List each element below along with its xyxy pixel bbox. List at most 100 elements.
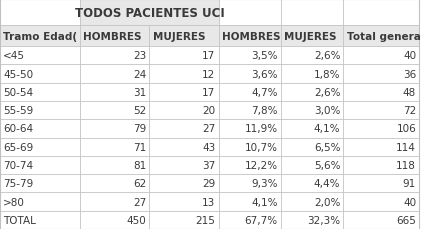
Text: 29: 29 <box>202 179 215 188</box>
Bar <box>0 174 80 193</box>
Text: 4,1%: 4,1% <box>252 197 278 207</box>
Text: 3,5%: 3,5% <box>252 51 278 61</box>
Bar <box>343 156 419 174</box>
Text: 27: 27 <box>202 124 215 134</box>
Text: 72: 72 <box>403 106 416 116</box>
Text: 114: 114 <box>396 142 416 152</box>
Text: 3,6%: 3,6% <box>252 69 278 79</box>
Bar <box>219 156 281 174</box>
Text: 71: 71 <box>133 142 146 152</box>
Bar <box>343 83 419 102</box>
Text: 5,6%: 5,6% <box>314 160 340 170</box>
Bar <box>0 26 80 47</box>
Text: HOMBRES: HOMBRES <box>83 32 142 42</box>
Text: 67,7%: 67,7% <box>245 215 278 225</box>
Bar <box>80 156 149 174</box>
Bar <box>343 138 419 156</box>
Bar <box>219 193 281 211</box>
Bar <box>219 102 281 120</box>
Text: TODOS PACIENTES UCI: TODOS PACIENTES UCI <box>74 7 224 20</box>
Text: 6,5%: 6,5% <box>314 142 340 152</box>
Text: 7,8%: 7,8% <box>252 106 278 116</box>
Text: 13: 13 <box>202 197 215 207</box>
Bar <box>281 211 343 229</box>
Text: 4,1%: 4,1% <box>314 124 340 134</box>
Text: 23: 23 <box>133 51 146 61</box>
Text: 81: 81 <box>133 160 146 170</box>
Bar <box>219 0 281 26</box>
Bar <box>0 156 80 174</box>
Bar <box>281 193 343 211</box>
Bar <box>343 120 419 138</box>
Text: 11,9%: 11,9% <box>245 124 278 134</box>
Text: MUJERES: MUJERES <box>284 32 337 42</box>
Text: 32,3%: 32,3% <box>307 215 340 225</box>
Text: 91: 91 <box>403 179 416 188</box>
Text: 40: 40 <box>403 51 416 61</box>
Bar <box>343 211 419 229</box>
Text: 665: 665 <box>396 215 416 225</box>
Text: <45: <45 <box>3 51 25 61</box>
Bar <box>149 211 219 229</box>
Bar <box>80 174 149 193</box>
Bar <box>80 0 219 26</box>
Bar <box>149 174 219 193</box>
Bar <box>80 138 149 156</box>
Bar <box>0 47 80 65</box>
Text: 9,3%: 9,3% <box>252 179 278 188</box>
Text: 79: 79 <box>133 124 146 134</box>
Bar <box>219 211 281 229</box>
Text: Total genera: Total genera <box>347 32 421 42</box>
Text: 24: 24 <box>133 69 146 79</box>
Text: 52: 52 <box>133 106 146 116</box>
Bar <box>0 193 80 211</box>
Bar <box>80 83 149 102</box>
Text: 36: 36 <box>403 69 416 79</box>
Bar <box>149 120 219 138</box>
Text: 2,6%: 2,6% <box>314 87 340 97</box>
Bar <box>80 193 149 211</box>
Text: Tramo Edad(: Tramo Edad( <box>3 32 77 42</box>
Bar <box>281 102 343 120</box>
Text: MUJERES: MUJERES <box>153 32 205 42</box>
Bar <box>219 47 281 65</box>
Bar <box>343 47 419 65</box>
Text: 62: 62 <box>133 179 146 188</box>
Text: 75-79: 75-79 <box>3 179 33 188</box>
Text: TOTAL: TOTAL <box>3 215 36 225</box>
Bar <box>281 26 343 47</box>
Text: 48: 48 <box>403 87 416 97</box>
Bar <box>0 65 80 83</box>
Text: 20: 20 <box>202 106 215 116</box>
Bar <box>281 174 343 193</box>
Text: 50-54: 50-54 <box>3 87 33 97</box>
Text: 12: 12 <box>202 69 215 79</box>
Text: 31: 31 <box>133 87 146 97</box>
Bar <box>343 174 419 193</box>
Bar <box>343 193 419 211</box>
Bar <box>281 65 343 83</box>
Bar <box>149 193 219 211</box>
Text: >80: >80 <box>3 197 25 207</box>
Text: 27: 27 <box>133 197 146 207</box>
Bar <box>80 26 149 47</box>
Bar <box>0 211 80 229</box>
Bar <box>281 0 343 26</box>
Bar <box>149 156 219 174</box>
Bar <box>219 120 281 138</box>
Bar <box>149 138 219 156</box>
Text: 65-69: 65-69 <box>3 142 33 152</box>
Bar <box>281 83 343 102</box>
Bar <box>149 65 219 83</box>
Text: 17: 17 <box>202 51 215 61</box>
Text: 12,2%: 12,2% <box>245 160 278 170</box>
Bar <box>219 65 281 83</box>
Bar <box>0 83 80 102</box>
Bar <box>281 120 343 138</box>
Bar <box>0 0 80 26</box>
Text: 70-74: 70-74 <box>3 160 33 170</box>
Bar <box>0 120 80 138</box>
Bar <box>0 102 80 120</box>
Text: 2,6%: 2,6% <box>314 51 340 61</box>
Text: 118: 118 <box>396 160 416 170</box>
